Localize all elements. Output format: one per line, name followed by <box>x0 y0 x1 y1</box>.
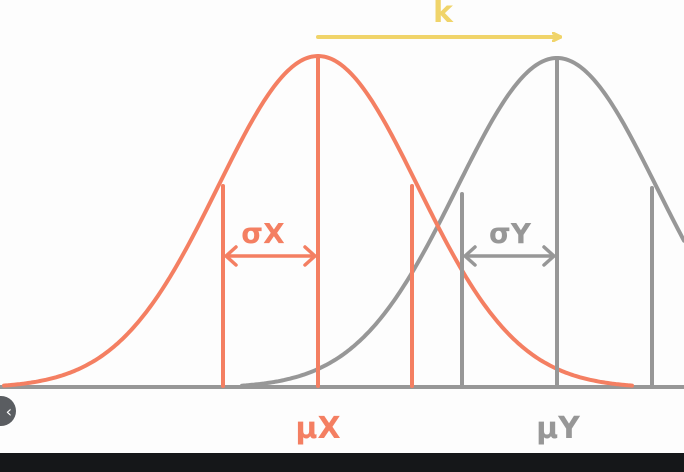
bottom-bar <box>0 453 684 472</box>
sigma-y-label: σY <box>489 217 532 250</box>
circle-button-icon: ‹ <box>5 401 12 421</box>
side-nav-button[interactable]: ‹ <box>0 396 16 426</box>
shift-label: k <box>433 0 454 30</box>
distribution-y-curve <box>240 56 684 388</box>
sigma-y-arrow <box>463 245 556 267</box>
sigma-x-arrow <box>224 245 317 267</box>
mu-y-label: μY <box>536 411 581 446</box>
sigma-x-label: σX <box>241 217 285 250</box>
mu-x-label: μX <box>295 411 340 446</box>
